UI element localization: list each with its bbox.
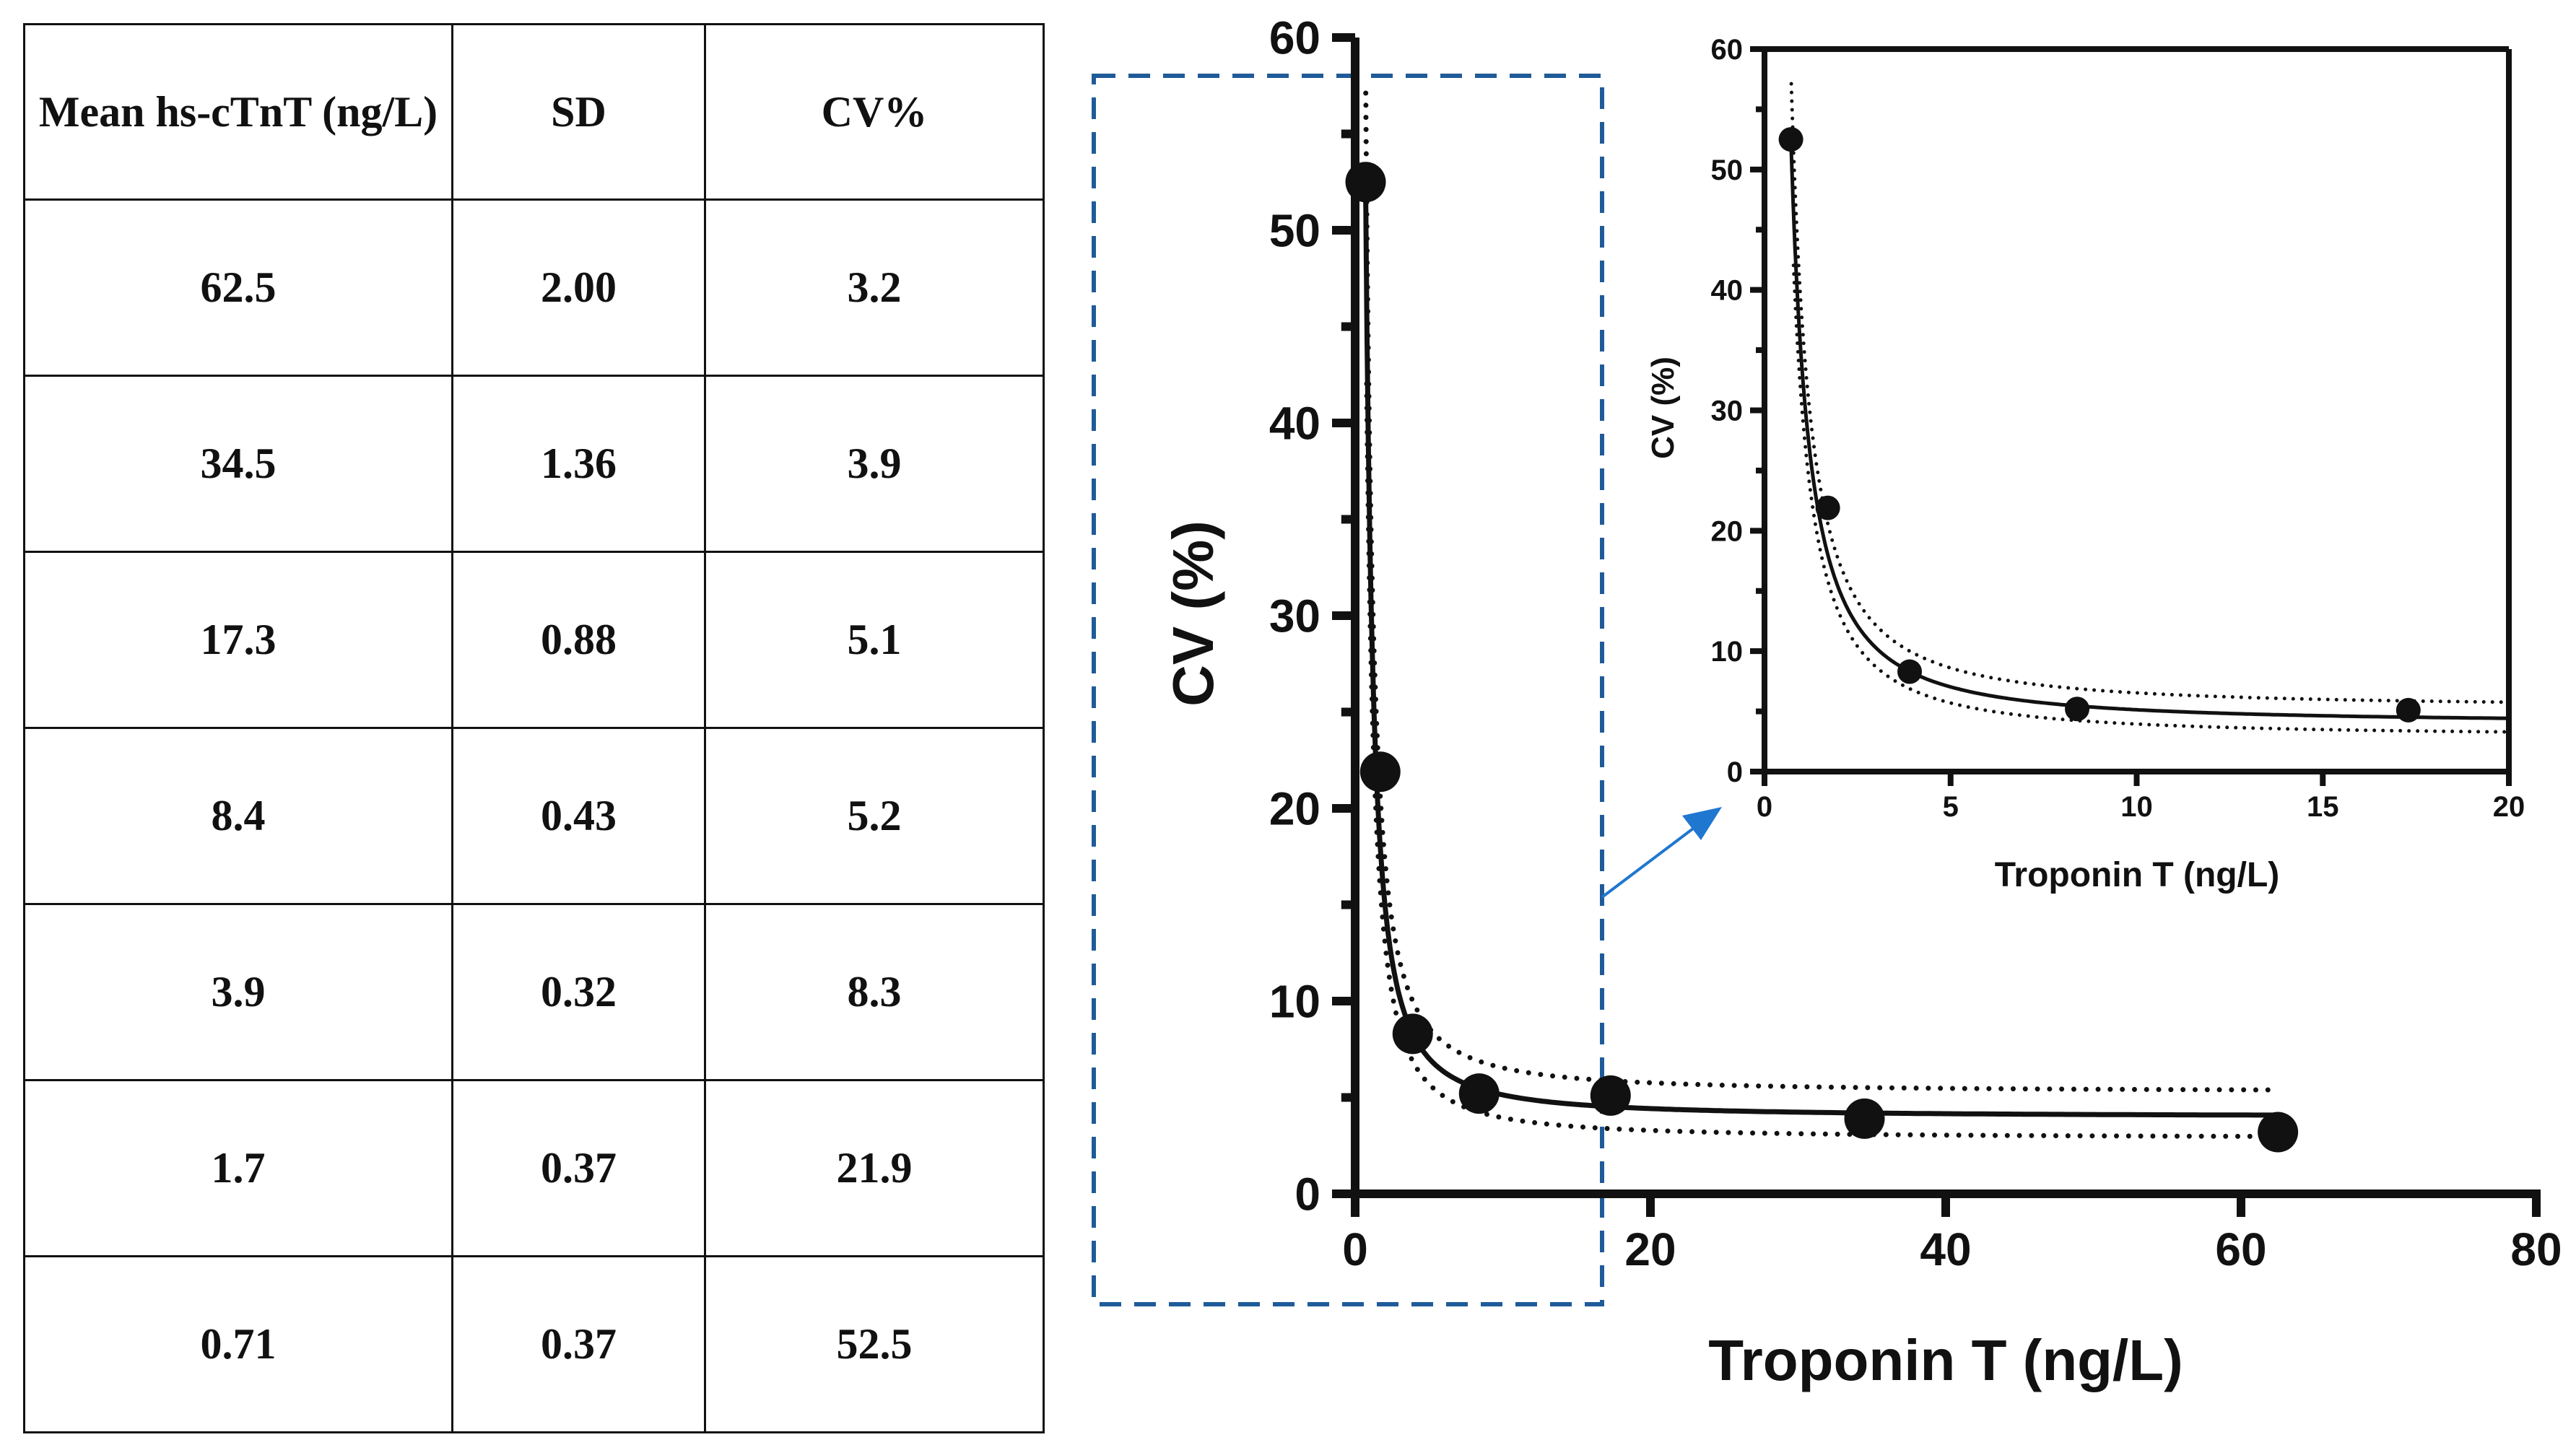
data-point — [1392, 1013, 1433, 1055]
data-point — [1590, 1075, 1631, 1116]
y-tick-label: 10 — [1711, 636, 1744, 668]
y-tick-label: 40 — [1711, 275, 1744, 307]
inset-ylabel: CV (%) — [1645, 357, 1681, 459]
data-point — [1778, 127, 1803, 152]
lower-confidence-band — [1791, 263, 2511, 734]
y-tick-label: 40 — [1269, 397, 1320, 449]
y-tick-label: 10 — [1269, 975, 1320, 1027]
table-row: 34.5 1.36 3.9 — [23, 375, 1045, 553]
cell-mean: 62.5 — [23, 198, 453, 377]
table-row: 1.7 0.37 21.9 — [23, 1079, 1045, 1257]
cell-cv: 5.2 — [704, 727, 1045, 905]
data-point — [2396, 697, 2421, 722]
header-mean: Mean hs-cTnT (ng/L) — [23, 23, 453, 201]
cell-cv: 8.3 — [704, 903, 1045, 1081]
y-tick-label: 30 — [1269, 590, 1320, 642]
y-tick-label: 50 — [1711, 154, 1744, 186]
x-tick-label: 20 — [1624, 1223, 1676, 1275]
x-tick-label: 0 — [1757, 791, 1772, 823]
data-point — [1815, 495, 1840, 520]
zoom-arrow-head — [1682, 807, 1722, 840]
cell-cv: 3.2 — [704, 198, 1045, 377]
x-tick-label: 5 — [1943, 791, 1959, 823]
y-tick-label: 60 — [1269, 12, 1320, 64]
cell-sd: 1.36 — [451, 375, 706, 553]
upper-confidence-band — [1789, 82, 2511, 704]
cell-cv: 5.1 — [704, 551, 1045, 729]
fit-curve — [1363, 183, 2279, 1118]
x-tick-label: 10 — [2120, 791, 2153, 823]
upper-confidence-band — [1363, 90, 2281, 1093]
data-point — [1458, 1073, 1500, 1114]
cell-sd: 0.32 — [451, 903, 706, 1081]
data-point — [1844, 1098, 1885, 1139]
data-point — [1359, 751, 1401, 793]
table-header-row: Mean hs-cTnT (ng/L) SD CV% — [23, 23, 1045, 201]
y-tick-label: 0 — [1294, 1168, 1320, 1220]
table-row: 62.5 2.00 3.2 — [23, 198, 1045, 377]
main-ylabel: CV (%) — [1161, 520, 1225, 707]
data-point — [1345, 162, 1386, 203]
fit-curve — [1789, 139, 2510, 720]
header-sd: SD — [451, 23, 706, 201]
cell-cv: 3.9 — [704, 375, 1045, 553]
table-row: 17.3 0.88 5.1 — [23, 551, 1045, 729]
lower-confidence-band — [1364, 381, 2281, 1139]
table-row: 8.4 0.43 5.2 — [23, 727, 1045, 905]
cell-mean: 0.71 — [23, 1255, 453, 1433]
x-tick-label: 80 — [2510, 1223, 2562, 1275]
y-tick-label: 20 — [1269, 782, 1320, 834]
y-tick-label: 0 — [1727, 756, 1743, 788]
x-tick-label: 20 — [2493, 791, 2525, 823]
x-tick-label: 0 — [1342, 1223, 1368, 1275]
y-tick-label: 60 — [1711, 34, 1744, 66]
cell-sd: 0.37 — [451, 1255, 706, 1433]
data-point — [2258, 1112, 2299, 1153]
cell-sd: 2.00 — [451, 198, 706, 377]
cell-mean: 3.9 — [23, 903, 453, 1081]
x-tick-label: 40 — [1920, 1223, 1971, 1275]
cell-mean: 8.4 — [23, 727, 453, 905]
cell-mean: 34.5 — [23, 375, 453, 553]
table-row: 0.71 0.37 52.5 — [23, 1255, 1045, 1433]
y-tick-label: 20 — [1711, 515, 1744, 547]
cell-sd: 0.37 — [451, 1079, 706, 1257]
cell-mean: 17.3 — [23, 551, 453, 729]
inset-xlabel: Troponin T (ng/L) — [1995, 856, 2280, 894]
table-row: 3.9 0.32 8.3 — [23, 903, 1045, 1081]
cell-cv: 52.5 — [704, 1255, 1045, 1433]
cell-mean: 1.7 — [23, 1079, 453, 1257]
y-tick-label: 30 — [1711, 396, 1744, 427]
x-tick-label: 60 — [2215, 1223, 2266, 1275]
data-point — [2065, 697, 2090, 722]
cell-sd: 0.88 — [451, 551, 706, 729]
x-tick-label: 15 — [2307, 791, 2339, 823]
inset-chart: 0 5 10 15 20 0 10 20 30 40 50 60 — [1711, 34, 2525, 823]
zoom-arrow — [1601, 827, 1694, 899]
data-table: Mean hs-cTnT (ng/L) SD CV% 62.5 2.00 3.2 34… — [23, 23, 1045, 1433]
cell-sd: 0.43 — [451, 727, 706, 905]
zoom-highlight-box — [1092, 74, 1604, 1306]
data-point — [1897, 659, 1923, 684]
main-xlabel: Troponin T (ng/L) — [1708, 1328, 2183, 1392]
y-tick-label: 50 — [1269, 204, 1320, 256]
header-cv: CV% — [704, 23, 1045, 201]
cell-cv: 21.9 — [704, 1079, 1045, 1257]
